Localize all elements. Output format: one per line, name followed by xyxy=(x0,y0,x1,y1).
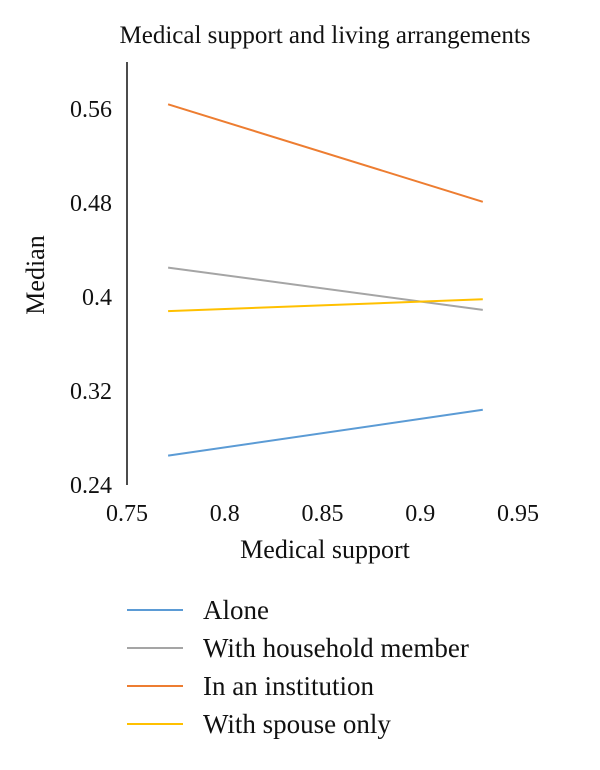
series-line-in-an-institution xyxy=(167,103,484,203)
y-tick-label: 0.24 xyxy=(70,473,112,499)
legend-label: With household member xyxy=(203,633,469,663)
x-axis-label: Medical support xyxy=(240,535,410,564)
legend: Alone With household member In an institut… xyxy=(127,595,469,739)
x-tick-label: 0.85 xyxy=(302,501,344,527)
plot-area: 0.24 0.32 0.4 0.48 0.56 0.75 0.8 0.85 0.9 0.95 xyxy=(70,62,539,527)
chart-title: Medical support and living arrangements xyxy=(120,22,531,49)
y-tick-label: 0.48 xyxy=(70,191,112,217)
series-lines xyxy=(167,103,484,457)
y-tick-label: 0.56 xyxy=(70,97,112,123)
legend-label: Alone xyxy=(203,595,269,625)
x-tick-label: 0.75 xyxy=(106,501,148,527)
series-line-alone xyxy=(167,408,483,457)
legend-label: With spouse only xyxy=(203,709,391,739)
y-tick-label: 0.32 xyxy=(70,379,112,405)
x-tick-label: 0.8 xyxy=(210,501,240,527)
series-line-with-spouse-only xyxy=(168,298,483,313)
legend-item: Alone xyxy=(127,595,269,625)
y-tick-label: 0.4 xyxy=(82,285,112,311)
legend-item: With household member xyxy=(127,633,469,663)
y-axis-ticks: 0.24 0.32 0.4 0.48 0.56 xyxy=(70,97,112,499)
legend-item: With spouse only xyxy=(127,709,391,739)
series-line-with-household-member xyxy=(167,266,483,311)
x-axis-ticks: 0.75 0.8 0.85 0.9 0.95 xyxy=(106,501,539,527)
y-axis-label: Median xyxy=(21,235,50,314)
legend-item: In an institution xyxy=(127,671,374,701)
x-tick-label: 0.9 xyxy=(405,501,435,527)
x-tick-label: 0.95 xyxy=(497,501,539,527)
legend-label: In an institution xyxy=(203,671,374,701)
